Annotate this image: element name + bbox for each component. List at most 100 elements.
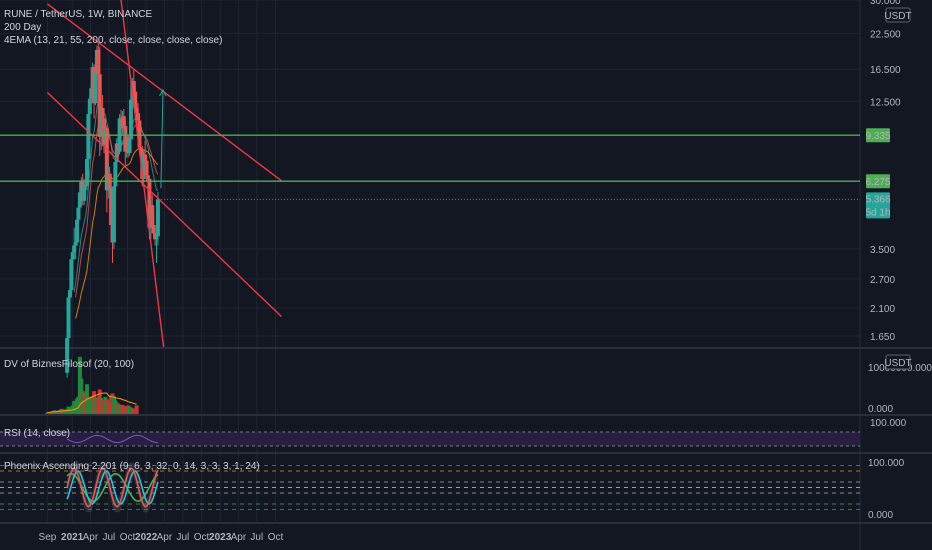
candle-body <box>154 236 159 240</box>
candle-body <box>121 116 126 127</box>
time-axis-label: Jul <box>176 532 189 543</box>
price-axis-label: 22.500 <box>870 29 901 40</box>
phoenix-pane <box>0 462 860 513</box>
time-axis-label: Sep <box>39 532 57 543</box>
candle-body <box>151 225 156 234</box>
candle-body <box>114 143 119 163</box>
candle-body <box>144 160 149 176</box>
phoenix-green-line <box>66 472 159 503</box>
price-axis[interactable]: 30.000 22.500 16.500 12.500 3.500 2.700 2.100 1… <box>865 0 932 521</box>
last-price-tag <box>866 192 890 219</box>
candle-body <box>66 297 71 339</box>
candle-body <box>99 108 104 137</box>
time-axis-label: Apr <box>157 532 173 543</box>
time-axis-label: Oct <box>194 532 210 543</box>
projection-arrowhead <box>159 88 167 97</box>
candle-body <box>128 99 133 140</box>
phoenix-red-line <box>66 467 159 508</box>
candle-body <box>96 49 101 75</box>
time-axis-label: Jul <box>102 532 115 543</box>
trendline[interactable] <box>46 91 283 318</box>
candle-body <box>97 74 102 137</box>
candle-body <box>84 159 89 187</box>
price-axis-label: 30.000 <box>870 0 901 7</box>
rsi-legend[interactable]: RSI (14, close) <box>4 428 71 439</box>
phoenix-axis-label: 0.000 <box>868 510 893 521</box>
candle-body <box>69 259 74 291</box>
symbol-legend: RUNE / TetherUS, 1W, BINANCE 200 Day 4EM… <box>4 8 222 47</box>
candle-body <box>150 205 155 226</box>
time-axis-label: 2022 <box>135 532 158 543</box>
price-axis-label: 12.500 <box>870 97 901 108</box>
price-axis-label: 16.500 <box>870 65 901 76</box>
level-price-tag <box>866 128 890 143</box>
candle-body <box>76 207 81 220</box>
ema-indicator-label[interactable]: 4EMA (13, 21, 55, 200, close, close, clo… <box>4 35 223 46</box>
ma-indicator-label[interactable]: 200 Day <box>4 22 42 33</box>
time-axis-label: 2021 <box>61 532 84 543</box>
volume-currency-label: USDT <box>884 358 911 369</box>
candle-body <box>107 173 112 187</box>
rsi-band <box>0 432 860 446</box>
level-price-tag <box>866 174 890 189</box>
time-axis-label: Oct <box>268 532 284 543</box>
last-price-label: 5.366 <box>865 194 890 205</box>
volume-axis-label: 0.000 <box>868 404 893 415</box>
candle-body <box>87 98 92 115</box>
currency-label: USDT <box>884 11 911 22</box>
time-axis-label: 2023 <box>209 532 232 543</box>
candle-body <box>67 290 72 298</box>
candle-body <box>109 186 114 226</box>
candle-body <box>77 192 82 208</box>
price-axis-label: 1.650 <box>870 332 895 343</box>
level-price-label: 6.275 <box>865 177 890 188</box>
rsi-axis-label: 100.000 <box>870 418 907 429</box>
candle-body <box>141 154 146 179</box>
candle-body <box>134 108 139 114</box>
countdown-label: 5d 1h <box>865 207 890 218</box>
phoenix-legend[interactable]: Phoenix Ascending 2.201 (9, 6, 3, 32, 0,… <box>4 461 260 472</box>
volume-legend[interactable]: DV of BiznesFilosof (20, 100) <box>4 359 135 370</box>
candle-body <box>133 91 138 109</box>
time-axis-label: Apr <box>231 532 247 543</box>
symbol-title[interactable]: RUNE / TetherUS, 1W, BINANCE <box>4 9 153 20</box>
volume-average-line <box>47 392 137 414</box>
volume-bar <box>134 405 139 414</box>
candle-body <box>65 338 70 373</box>
candle-body <box>70 252 75 260</box>
candle-body <box>138 147 143 152</box>
trendline[interactable] <box>120 0 165 347</box>
candle-body <box>75 219 80 243</box>
rsi-pane <box>0 431 860 447</box>
candle-body <box>82 184 87 201</box>
candle-body <box>104 128 109 191</box>
projection-arrow[interactable] <box>160 89 164 189</box>
candle-body <box>155 199 160 237</box>
price-axis-label: 2.100 <box>870 304 895 315</box>
candle-body <box>145 175 150 179</box>
price-pane <box>0 0 860 378</box>
price-axis-label: 2.700 <box>870 275 895 286</box>
candle-body <box>86 114 91 160</box>
candle-body <box>89 88 94 99</box>
candle-body <box>147 178 152 228</box>
candle-body <box>72 245 77 253</box>
price-axis-label: 3.500 <box>870 245 895 256</box>
candle-body <box>111 186 116 243</box>
phoenix-cyan-line <box>66 470 159 505</box>
volume-currency-badge <box>885 354 911 370</box>
phoenix-axis-label: 100.000 <box>868 458 905 469</box>
time-axis[interactable]: Sep 2021 Apr Jul Oct 2022 Apr Jul Oct 2023 Apr Jul O… <box>39 532 284 543</box>
currency-badge[interactable] <box>885 7 911 23</box>
volume-pane <box>45 356 139 414</box>
candle-body <box>143 154 148 161</box>
candle-body <box>73 242 78 246</box>
candle-body <box>131 81 136 92</box>
level-price-label: 9.335 <box>865 131 890 142</box>
candle-body <box>113 162 118 187</box>
candle-body <box>100 108 105 119</box>
time-axis-label: Jul <box>250 532 263 543</box>
candle-body <box>137 120 142 148</box>
time-axis-label: Apr <box>83 532 99 543</box>
